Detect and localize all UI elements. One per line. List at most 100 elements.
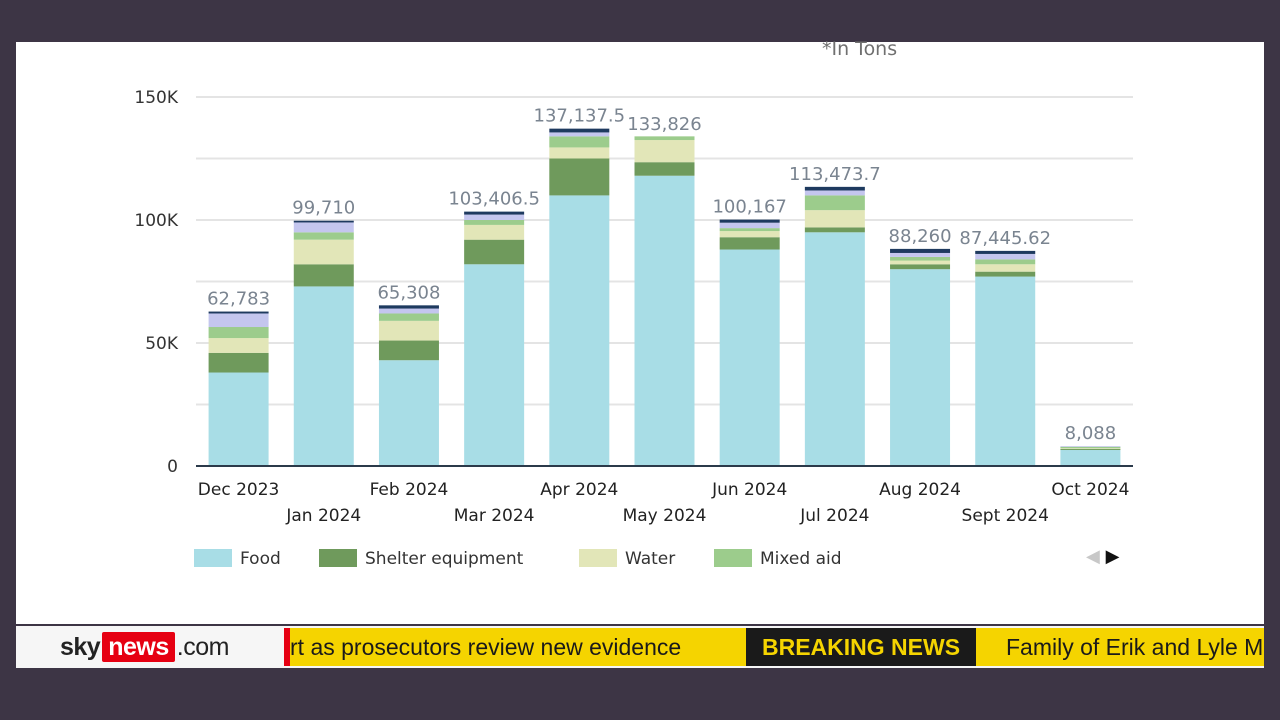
stacked-bar-chart: 0 50K 100K 150K 62,783 Dec 2023 99,710 Jan 2024… [134,88,1133,569]
bar-segment-mixed-aid [634,136,695,141]
bar-segment-mixed-aid [804,195,865,211]
x-tick-label: Oct 2024 [1051,480,1129,500]
bar-segment-shelter-equipment [378,340,439,361]
bar-segment-food [975,276,1036,466]
bar-segment-water [293,239,354,265]
bar-segment-other-2 [549,128,610,133]
bar-segment-shelter-equipment [719,237,780,250]
bar-segment-mixed-aid [208,327,269,339]
bar-segment-food [804,232,865,466]
total-data-label: 133,826 [627,114,701,135]
total-data-label: 100,167 [712,197,786,218]
bar-segment-food [378,360,439,466]
bar-segment-food [719,249,780,466]
legend-navigation: ◀ ▶ [1086,546,1119,567]
x-tick-label: Feb 2024 [370,480,449,500]
bar-segment-food [549,195,610,466]
bar-segment-shelter-equipment [293,264,354,287]
bar-segment-water [549,147,610,159]
bar-segment-other [890,252,951,257]
bar-segment-other-2 [804,186,865,191]
bar-segment-other-2 [975,250,1036,254]
bar-segment-mixed-aid [549,136,610,148]
total-data-label: 65,308 [377,282,440,303]
bar-segment-shelter-equipment [1060,449,1121,451]
legend-label: Shelter equipment [365,549,524,569]
legend-swatch [194,549,232,567]
legend-swatch [319,549,357,567]
bar-segment-mixed-aid [378,313,439,321]
total-data-label: 87,445.62 [959,228,1051,249]
bar-segment-mixed-aid [719,228,780,232]
total-data-label: 103,406.5 [448,189,540,210]
x-tick-label: Sept 2024 [962,506,1049,526]
bar-segment-water [975,264,1036,272]
x-tick-label: Jun 2024 [711,480,787,500]
bar-segment-other [293,222,354,233]
legend-label: Food [240,549,281,569]
bar-segment-food [464,264,525,466]
bar-segment-other-2 [293,220,354,223]
y-tick-label: 50K [145,334,179,354]
bar-segment-other-2 [464,211,525,215]
bar-segment-water [464,224,525,240]
bar-segment-water [804,210,865,228]
bar-segment-other-2 [719,219,780,223]
bar-segment-shelter-equipment [890,264,951,270]
y-tick-label: 150K [134,88,178,108]
bar-segment-mixed-aid [464,220,525,225]
logo-com: .com [176,632,230,661]
bar-segment-food [634,175,695,466]
bar-segment-other-2 [208,311,269,314]
legend-label: Water [625,549,675,569]
bar-segment-mixed-aid [293,232,354,240]
video-frame: 0 50K 100K 150K 62,783 Dec 2023 99,710 Jan 2024… [16,42,1264,624]
logo-sky: sky [60,632,101,661]
legend-label: Mixed aid [760,549,842,569]
bar-segment-other [208,313,269,328]
bar-segment-shelter-equipment [804,227,865,233]
y-tick-label: 0 [167,457,178,477]
ticker-accent [284,628,290,666]
bar-segment-other-2 [890,248,951,253]
x-tick-label: Aug 2024 [879,480,961,500]
x-tick-label: May 2024 [623,506,707,526]
bar-segment-water [208,338,269,353]
legend-swatch [579,549,617,567]
x-tick-label: Mar 2024 [454,506,535,526]
bar-segment-water [719,231,780,238]
bar-segment-other-2 [378,305,439,309]
bar-segment-other [1060,446,1121,447]
bar-segment-mixed-aid [890,256,951,261]
bar-segment-food [1060,450,1121,466]
total-data-label: 113,473.7 [789,164,881,185]
bar-segment-water [378,320,439,341]
bar-segment-mixed-aid [975,259,1036,265]
bar-segment-other [804,190,865,196]
x-tick-label: Apr 2024 [540,480,618,500]
bar-segment-other [975,253,1036,260]
total-data-label: 8,088 [1065,423,1117,444]
y-tick-label: 100K [134,211,178,231]
legend-prev-icon[interactable]: ◀ [1086,546,1100,567]
bar-segment-water [634,140,695,163]
ticker-crawl-text: rt as prosecutors review new evidence [290,628,746,666]
bar-segment-food [293,286,354,466]
logo-news: news [102,632,175,662]
bar-segment-mixed-aid [1060,446,1121,449]
x-tick-label: Dec 2023 [198,480,280,500]
legend-swatch [714,549,752,567]
bar-segment-water [890,260,951,265]
total-data-label: 62,783 [207,289,270,310]
x-tick-label: Jul 2024 [799,506,869,526]
bar-segment-other [719,222,780,229]
x-tick-label: Jan 2024 [285,506,361,526]
bar-segment-shelter-equipment [208,352,269,373]
bar-segment-shelter-equipment [464,239,525,265]
sky-news-logo[interactable]: sky news .com [60,632,229,662]
bar-segment-water [1060,448,1121,450]
legend-next-icon[interactable]: ▶ [1105,546,1120,567]
news-ticker: sky news .com rt as prosecutors review n… [16,626,1264,668]
bar-segment-food [890,269,951,466]
total-data-label: 99,710 [292,198,355,219]
